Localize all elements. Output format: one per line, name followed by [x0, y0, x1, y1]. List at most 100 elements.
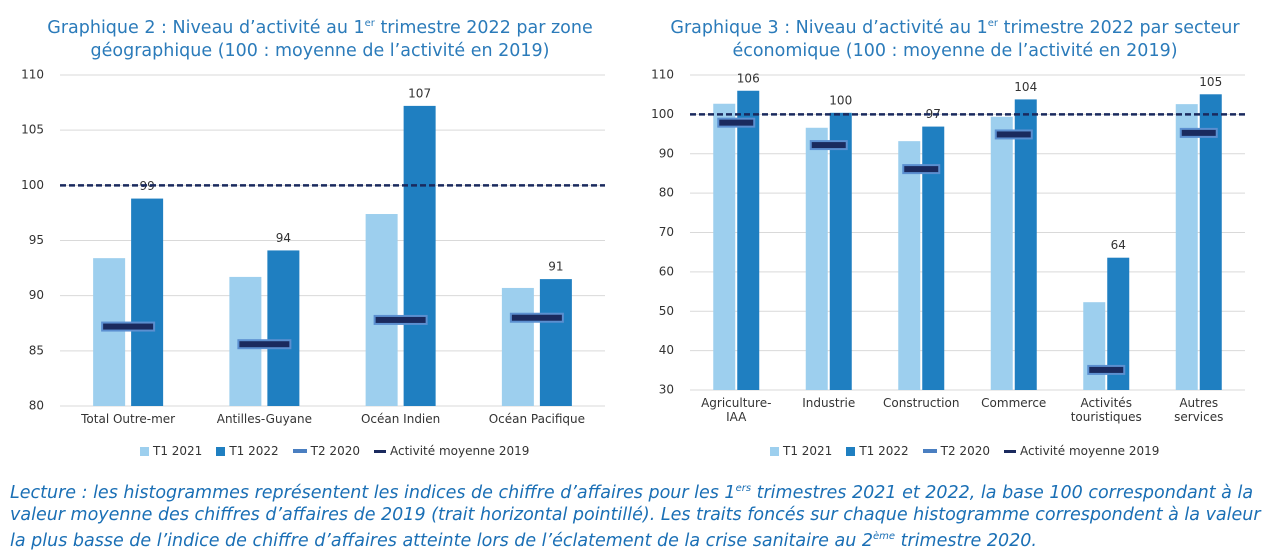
- marker: [373, 314, 428, 325]
- x-tick-label: Autres services: [1174, 396, 1224, 424]
- y-tick-label: 60: [659, 264, 674, 278]
- legend-label: T1 2021: [153, 444, 203, 458]
- legend-label: T2 2020: [310, 444, 360, 458]
- legend-label: T1 2022: [859, 444, 909, 458]
- bar: [267, 250, 300, 406]
- bar: [898, 141, 921, 390]
- legend-swatch: [216, 446, 226, 456]
- value-label: 99: [139, 179, 154, 193]
- title-part: Graphique 3 : Niveau d’activité au 1: [670, 17, 988, 38]
- bar: [1175, 104, 1198, 390]
- x-tick-label: Construction: [883, 396, 960, 410]
- legend-label: Activité moyenne 2019: [1019, 444, 1160, 458]
- bar: [737, 90, 760, 390]
- legend-swatch: [1003, 449, 1016, 453]
- bar: [829, 112, 852, 391]
- bar: [1083, 302, 1106, 390]
- bar: [403, 105, 436, 406]
- value-label: 105: [1199, 75, 1222, 89]
- value-label: 64: [1111, 238, 1126, 252]
- bar: [365, 214, 398, 406]
- title-part: trimestre 2022 par zone géographique (10…: [90, 17, 593, 61]
- bar: [1199, 94, 1222, 390]
- legend-item: T2 2020: [922, 444, 990, 458]
- x-tick-label: Antilles-Guyane: [216, 412, 313, 426]
- bar: [1014, 99, 1037, 390]
- bar: [922, 126, 945, 391]
- bar: [1107, 257, 1130, 390]
- legend-label: T2 2020: [940, 444, 990, 458]
- x-tick-label: Industrie: [802, 396, 856, 410]
- y-tick-label: 80: [659, 186, 674, 200]
- marker: [101, 321, 156, 332]
- caption-text: Lecture : les histogrammes représentent …: [10, 482, 736, 503]
- legend-swatch: [846, 446, 856, 456]
- marker: [994, 129, 1033, 140]
- x-tick-label: Agriculture-IAA: [701, 396, 772, 424]
- title-part: er: [987, 18, 999, 29]
- title-part: trimestre 2022 par secteur économique (1…: [732, 17, 1240, 61]
- value-label: 104: [1014, 80, 1037, 94]
- y-tick-label: 100: [21, 178, 44, 192]
- legend-label: Activité moyenne 2019: [389, 444, 530, 458]
- y-tick-label: 85: [29, 343, 44, 357]
- bar: [539, 279, 572, 406]
- y-tick-label: 80: [29, 399, 44, 413]
- caption-sup: ers: [735, 483, 752, 494]
- legend-item: T1 2022: [216, 444, 279, 458]
- marker: [902, 164, 941, 175]
- x-tick-label: Commerce: [981, 396, 1047, 410]
- y-tick-label: 105: [21, 123, 44, 137]
- bar: [131, 198, 164, 406]
- y-tick-label: 110: [21, 68, 44, 82]
- x-tick-label: Océan Indien: [360, 412, 441, 426]
- value-label: 107: [408, 86, 431, 100]
- bar: [501, 287, 534, 406]
- chart-title: Graphique 2 : Niveau d’activité au 1er t…: [30, 12, 610, 63]
- legend-swatch: [373, 449, 386, 453]
- x-tick-label: Total Outre-mer: [81, 412, 176, 426]
- legend-swatch: [292, 449, 307, 453]
- y-tick-label: 90: [659, 146, 674, 160]
- chart-title: Graphique 3 : Niveau d’activité au 1er t…: [650, 12, 1260, 63]
- value-label: 91: [548, 260, 563, 274]
- y-tick-label: 40: [659, 343, 674, 357]
- legend-item: T1 2022: [846, 444, 909, 458]
- legend-label: T1 2021: [783, 444, 833, 458]
- legend-label: T1 2022: [229, 444, 279, 458]
- value-label: 106: [737, 71, 760, 85]
- marker: [237, 339, 292, 350]
- caption-text: trimestre 2020.: [895, 530, 1037, 551]
- marker: [509, 312, 564, 323]
- legend-item: T2 2020: [292, 444, 360, 458]
- y-tick-label: 30: [659, 383, 674, 397]
- bar: [93, 258, 126, 406]
- x-tick-label: Activités touristiques: [1070, 396, 1142, 424]
- caption-text: trimestres 2021 et 2022, la base 100 cor…: [10, 482, 1261, 551]
- caption-sup: ème: [873, 530, 896, 542]
- marker: [1087, 364, 1126, 375]
- value-label: 94: [276, 231, 291, 245]
- bar: [990, 116, 1013, 391]
- bar: [713, 103, 736, 391]
- y-tick-label: 110: [651, 68, 674, 82]
- y-tick-label: 70: [659, 225, 674, 239]
- marker: [1179, 127, 1218, 138]
- legend: T1 2021 T1 2022 T2 2020 Activité moyenne 20…: [770, 444, 1159, 458]
- legend: T1 2021 T1 2022 T2 2020 Activité moyenne 20…: [140, 444, 529, 458]
- caption: Lecture : les histogrammes représentent …: [10, 478, 1270, 551]
- y-tick-label: 100: [651, 107, 674, 121]
- y-tick-label: 90: [29, 288, 44, 302]
- title-part: Graphique 2 : Niveau d’activité au 1: [47, 17, 365, 38]
- value-label: 100: [829, 93, 852, 107]
- x-tick-label: Océan Pacifique: [488, 412, 586, 426]
- title-part: er: [364, 18, 375, 29]
- legend-swatch: [770, 446, 779, 456]
- y-tick-label: 95: [29, 233, 44, 247]
- legend-swatch: [922, 449, 937, 453]
- legend-item: T1 2021: [770, 444, 832, 458]
- bar: [805, 127, 828, 390]
- legend-item: Activité moyenne 2019: [373, 444, 530, 458]
